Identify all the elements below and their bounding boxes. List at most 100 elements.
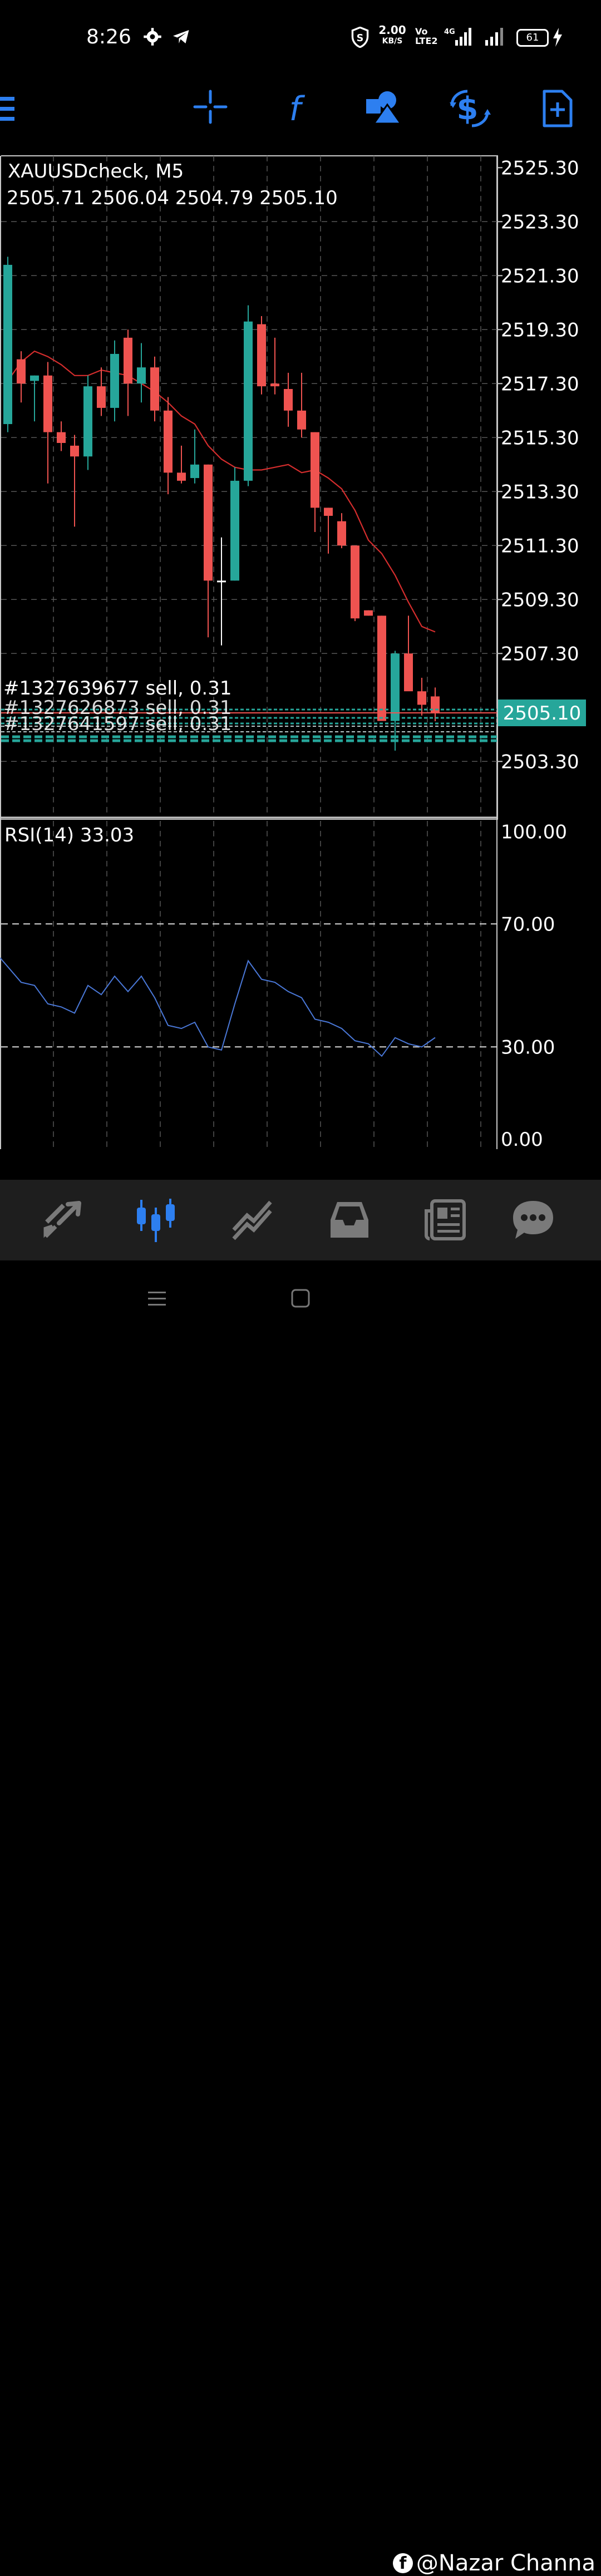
- chart-tab-icon[interactable]: [134, 1198, 178, 1244]
- candle: [30, 375, 39, 422]
- candle: [311, 432, 319, 533]
- candle-body: [110, 353, 119, 408]
- candles: [0, 153, 440, 1149]
- home-icon[interactable]: [289, 1287, 312, 1309]
- ohlc-label: 2505.71 2506.04 2504.79 2505.10: [7, 187, 338, 209]
- signal-icon: 4G: [444, 28, 471, 46]
- price-tick-label: 2517.30: [501, 373, 579, 395]
- candle: [377, 615, 386, 721]
- crosshair-icon[interactable]: [193, 89, 228, 125]
- candle-body: [164, 410, 173, 473]
- svg-text:$: $: [457, 91, 479, 127]
- candle: [391, 651, 400, 751]
- candle: [150, 356, 159, 422]
- candle: [97, 367, 106, 416]
- facebook-icon: f: [392, 2553, 413, 2573]
- order-lines: [1, 708, 497, 742]
- candle-body: [177, 472, 186, 481]
- new-order-icon[interactable]: [542, 89, 573, 128]
- rsi-indicator: 100.00 70.00 30.00 0.00: [0, 821, 567, 1149]
- menu-icon[interactable]: [0, 93, 18, 124]
- price-tick-label: 2509.30: [501, 589, 579, 611]
- rsi-line: [0, 957, 436, 1057]
- candle-body: [364, 610, 373, 616]
- candle-body: [351, 545, 359, 619]
- battery-icon: 61: [516, 29, 549, 47]
- candle: [43, 362, 52, 484]
- signal-type: 4G: [444, 28, 455, 36]
- candle: [284, 372, 293, 427]
- rsi-tick-label: 70.00: [501, 913, 555, 935]
- history-icon[interactable]: [327, 1198, 372, 1242]
- rsi-label: RSI(14) 33.03: [4, 824, 134, 846]
- candle-body: [217, 580, 226, 583]
- candle-body: [324, 508, 333, 516]
- candle-body: [431, 696, 440, 713]
- moving-average: [7, 350, 436, 633]
- candle: [324, 508, 333, 554]
- candle: [337, 513, 346, 549]
- trade-tab-icon[interactable]: [230, 1198, 275, 1242]
- status-time: 8:26: [86, 26, 131, 48]
- messages-icon[interactable]: [511, 1198, 555, 1242]
- candle-body: [244, 321, 253, 481]
- candle-body: [150, 367, 159, 411]
- candle-body: [337, 521, 346, 546]
- candle-body: [257, 324, 266, 387]
- bottom-navigation: [0, 1180, 601, 1260]
- candle-body: [297, 410, 306, 430]
- rsi-tick-label: 100.00: [501, 821, 567, 844]
- price-tick-label: 2507.30: [501, 643, 579, 665]
- system-navigation: f @Nazar Channa: [0, 1260, 601, 2576]
- news-icon[interactable]: [423, 1198, 467, 1242]
- candle-body: [417, 691, 426, 705]
- candle-body: [284, 389, 293, 411]
- candle-body: [57, 432, 66, 443]
- candle-body: [391, 653, 400, 721]
- watermark: f @Nazar Channa: [392, 2550, 595, 2576]
- candle: [431, 687, 440, 722]
- settings-icon: [144, 28, 161, 46]
- quotes-icon[interactable]: [40, 1198, 85, 1242]
- candle-body: [124, 337, 132, 384]
- shield-s-icon: S: [351, 27, 369, 48]
- watermark-text: @Nazar Channa: [416, 2550, 595, 2576]
- candle: [17, 351, 26, 403]
- price-chart[interactable]: 2525.30 2523.30 2521.30 2519.30 2517.30 2515.…: [0, 153, 601, 1149]
- price-axis: 2525.30 2523.30 2521.30 2519.30 2517.30 2515.…: [497, 157, 579, 773]
- svg-text:S: S: [357, 33, 364, 44]
- candle: [57, 421, 66, 451]
- candle: [404, 615, 413, 692]
- candle: [190, 429, 199, 484]
- order-label[interactable]: #1327639677 sell, 0.31: [2, 676, 233, 701]
- candle: [230, 467, 239, 581]
- candle-body: [230, 480, 239, 581]
- objects-icon[interactable]: [365, 89, 402, 125]
- order-label[interactable]: #1327641597 sell, 0.31: [3, 713, 231, 735]
- price-tick-label: 2513.30: [501, 481, 579, 503]
- candle-body: [204, 464, 213, 581]
- ma-line: [7, 350, 436, 633]
- candle: [164, 397, 173, 495]
- candle-body: [70, 445, 79, 457]
- chart-grid: [1, 156, 497, 1149]
- order-label[interactable]: #1327626873 sell, 0.31: [3, 697, 231, 719]
- candle-body: [3, 264, 12, 425]
- volte-indicator: Vo LTE2: [415, 26, 438, 46]
- candle: [244, 305, 253, 486]
- trade-icon[interactable]: $: [449, 89, 491, 128]
- current-price: 2505.10: [503, 702, 582, 725]
- price-tick-label: 2503.30: [501, 751, 579, 773]
- recents-icon[interactable]: [146, 1287, 168, 1309]
- net-speed: 2.00 KB/S: [378, 23, 406, 46]
- price-tick-label: 2515.30: [501, 427, 579, 449]
- function-icon[interactable]: f: [278, 89, 312, 128]
- candle: [204, 464, 213, 638]
- candle: [110, 340, 119, 422]
- symbol-label: XAUUSDcheck, M5: [8, 160, 184, 183]
- candle-body: [97, 386, 106, 408]
- candle-body: [43, 375, 52, 432]
- candle: [137, 343, 146, 403]
- candle: [70, 435, 79, 527]
- candle: [351, 545, 359, 622]
